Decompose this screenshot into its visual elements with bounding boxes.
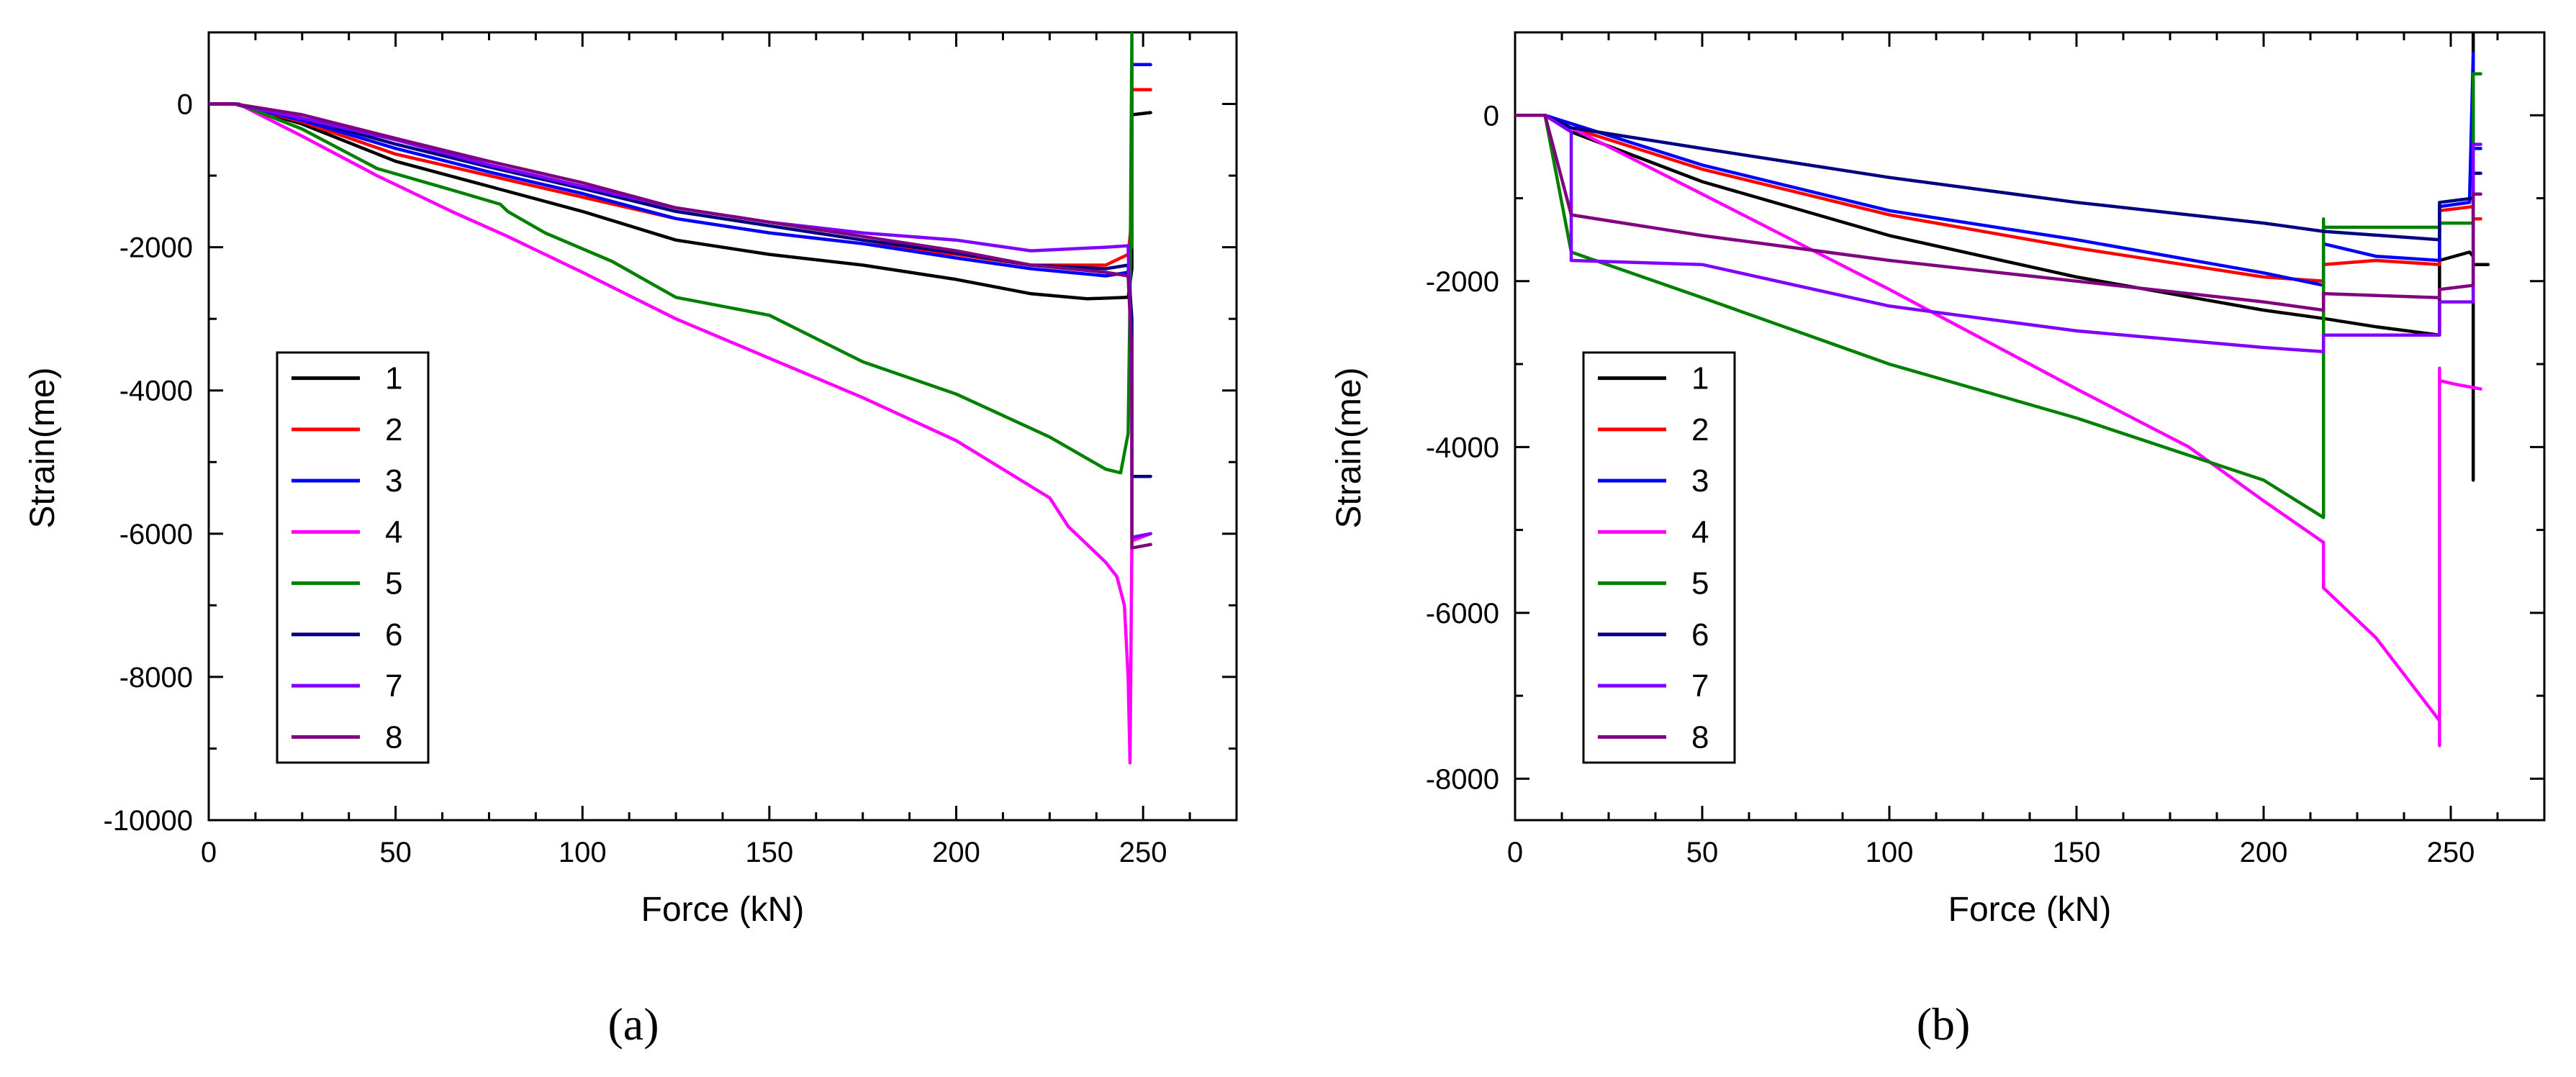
y-axis-label: Strain(me) xyxy=(1330,367,1368,528)
y-tick-label: -10000 xyxy=(103,805,193,837)
legend-box xyxy=(1582,351,1736,764)
legend-label-6: 6 xyxy=(1691,617,1709,653)
legend-label-5: 5 xyxy=(1691,566,1709,601)
legend-label-8: 8 xyxy=(385,719,402,755)
series-line-4 xyxy=(1515,114,2482,747)
legend-label-4: 4 xyxy=(1691,514,1709,550)
y-tick-label: 0 xyxy=(1483,100,1499,132)
legend-label-5: 5 xyxy=(385,566,402,601)
legend-label-3: 3 xyxy=(385,463,402,499)
y-tick-label: -4000 xyxy=(119,376,193,407)
legend-label-4: 4 xyxy=(385,514,402,550)
legend-label-6: 6 xyxy=(385,617,402,653)
y-tick-label: -2000 xyxy=(119,232,193,264)
series-line-8 xyxy=(209,102,1152,550)
series-line-7 xyxy=(1515,114,2482,354)
series-line-2 xyxy=(209,88,1152,267)
x-tick-label: 50 xyxy=(379,837,412,868)
plot-area xyxy=(1515,32,2490,747)
series-line-5 xyxy=(1515,72,2482,519)
legend-box xyxy=(276,351,430,764)
y-tick-label: -4000 xyxy=(1426,432,1499,463)
legend-label-2: 2 xyxy=(1691,412,1709,447)
y-tick-label: -2000 xyxy=(1426,266,1499,298)
x-tick-label: 250 xyxy=(1119,837,1167,868)
x-tick-label: 250 xyxy=(2427,837,2475,868)
x-tick-label: 150 xyxy=(746,837,794,868)
series-line-3 xyxy=(1515,51,2482,287)
legend-label-2: 2 xyxy=(385,412,402,447)
x-tick-label: 200 xyxy=(2240,837,2288,868)
y-tick-label: -8000 xyxy=(1426,763,1499,795)
y-tick-label: -6000 xyxy=(119,519,193,550)
x-tick-label: 200 xyxy=(932,837,980,868)
plot-area xyxy=(209,32,1152,765)
x-tick-label: 0 xyxy=(1507,837,1523,868)
legend-label-7: 7 xyxy=(385,668,402,704)
chart-panel-b: 0 50 100 150 200 250 0 -2000 -4000 -6000 -8000 Forc… xyxy=(1330,31,2546,929)
series-line-6 xyxy=(1515,114,2482,242)
y-tick-label: -6000 xyxy=(1426,598,1499,630)
y-tick-label: -8000 xyxy=(119,662,193,694)
caption-a: (a) xyxy=(607,999,659,1050)
x-axis-label: Force (kN) xyxy=(641,891,805,929)
x-tick-label: 50 xyxy=(1686,837,1719,868)
caption-b: (b) xyxy=(1917,999,1971,1050)
legend-label-1: 1 xyxy=(385,361,402,396)
x-tick-label: 0 xyxy=(201,837,217,868)
y-tick-label: 0 xyxy=(177,89,193,121)
x-axis-label: Force (kN) xyxy=(1948,891,2112,929)
series-line-8 xyxy=(1515,114,2482,312)
legend-label-1: 1 xyxy=(1691,361,1709,396)
x-tick-label: 150 xyxy=(2053,837,2101,868)
series-line-3 xyxy=(209,63,1152,278)
x-tick-label: 100 xyxy=(559,837,607,868)
legend-label-8: 8 xyxy=(1691,719,1709,755)
y-axis-label: Strain(me) xyxy=(24,367,62,528)
chart-panel-a: 0 50 100 150 200 250 0 -2000 -4000 -6000 -8000 -100… xyxy=(24,31,1238,929)
series-line-4 xyxy=(209,102,1152,765)
x-tick-label: 100 xyxy=(1866,837,1914,868)
legend-label-3: 3 xyxy=(1691,463,1709,499)
legend-label-7: 7 xyxy=(1691,668,1709,704)
